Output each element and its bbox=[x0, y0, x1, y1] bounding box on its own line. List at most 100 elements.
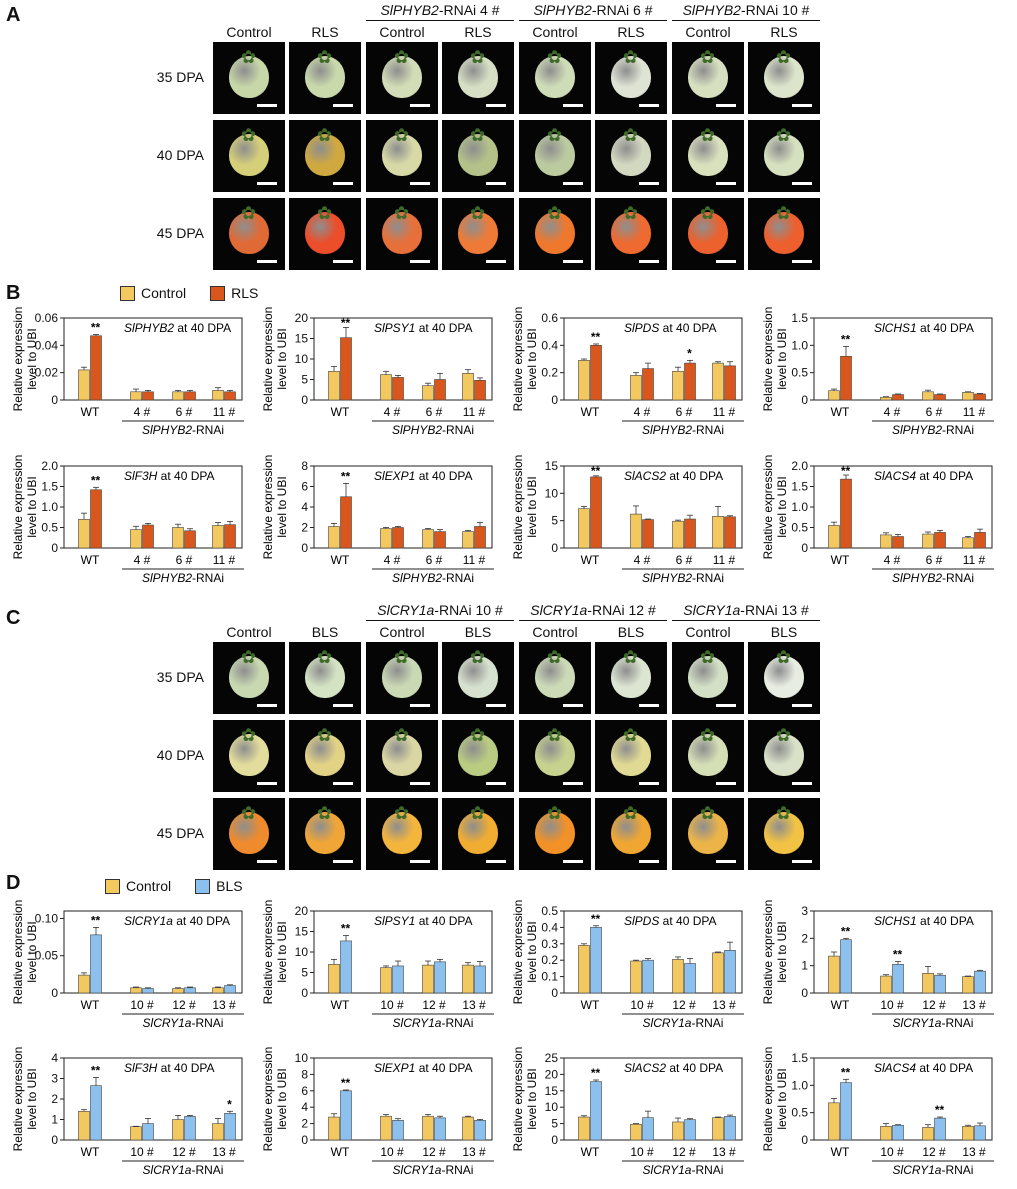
x-tick-label: 6 # bbox=[176, 405, 193, 419]
calyx-icon: ✿ bbox=[470, 647, 486, 667]
fruit-photo: ✿ bbox=[595, 798, 667, 870]
tomato-fruit bbox=[458, 212, 498, 254]
fruit-photo: ✿ bbox=[748, 120, 820, 192]
y-tick-label: 0.4 bbox=[541, 920, 558, 934]
y-axis-label-line: level to UBI bbox=[275, 921, 289, 982]
column-header: RLS bbox=[464, 24, 492, 40]
bar-control bbox=[578, 360, 590, 401]
chart-title-stage: at 40 DPA bbox=[415, 914, 472, 928]
x-tick-label: 10 # bbox=[880, 1145, 904, 1159]
genotype-group-header: SlCRY1a-RNAi 13 # bbox=[672, 602, 820, 621]
x-tick-label: 10 # bbox=[630, 998, 654, 1012]
panel-label-c: C bbox=[6, 607, 21, 629]
scale-bar bbox=[486, 104, 506, 107]
scale-bar bbox=[333, 860, 353, 863]
y-axis-label: Relative expression level to UBI bbox=[261, 1047, 289, 1152]
calyx-icon: ✿ bbox=[394, 47, 410, 67]
calyx-icon: ✿ bbox=[700, 47, 716, 67]
bar-chart: 0 2 4 6 8 10 Relative expression level to UBI Sl… bbox=[261, 1047, 494, 1177]
group-label-suffix: -RNAi bbox=[192, 423, 224, 437]
y-tick-label: 0.2 bbox=[541, 366, 558, 380]
bar-chart: 0 5 10 15 Relative expression level to UBI SlA… bbox=[511, 455, 744, 585]
y-axis-label-line: level to UBI bbox=[525, 921, 539, 982]
calyx-icon: ✿ bbox=[317, 203, 333, 223]
bar-control bbox=[328, 964, 340, 994]
y-axis-label-line: Relative expression bbox=[761, 1047, 775, 1152]
bar-treatment bbox=[934, 394, 946, 401]
x-tick-label: WT bbox=[581, 405, 600, 419]
bar-control bbox=[962, 392, 974, 401]
tomato-fruit bbox=[229, 812, 269, 854]
column-header: Control bbox=[685, 624, 731, 640]
scale-bar bbox=[257, 782, 277, 785]
calyx-icon: ✿ bbox=[776, 203, 792, 223]
scale-bar bbox=[716, 182, 736, 185]
bar-control bbox=[212, 525, 224, 549]
y-axis-label: Relative expression level to UBI bbox=[11, 455, 39, 560]
group-label-suffix: -RNAi bbox=[441, 1163, 473, 1177]
group-label-suffix: -RNAi bbox=[192, 571, 224, 585]
y-tick-label: 2 bbox=[801, 931, 808, 945]
significance-mark: ** bbox=[341, 1076, 351, 1090]
x-tick-label: 6 # bbox=[676, 553, 693, 567]
bar-control bbox=[828, 1102, 840, 1141]
y-tick-label: 0.5 bbox=[791, 521, 808, 535]
bar-treatment bbox=[892, 1124, 904, 1141]
y-axis-label-line: Relative expression bbox=[11, 455, 25, 560]
scale-bar bbox=[716, 704, 736, 707]
bar-control bbox=[212, 390, 224, 401]
bar-treatment bbox=[184, 1116, 196, 1141]
tomato-fruit bbox=[458, 656, 498, 698]
bar-control bbox=[880, 396, 892, 401]
bar-control bbox=[712, 1117, 724, 1141]
stage-row-label: 35 DPA bbox=[156, 69, 204, 85]
y-axis-label: Relative expression level to UBI bbox=[11, 307, 39, 412]
bar-treatment bbox=[474, 1120, 486, 1141]
calyx-icon: ✿ bbox=[317, 47, 333, 67]
calyx-icon: ✿ bbox=[547, 203, 563, 223]
group-label: SlPHYB2-RNAi bbox=[642, 423, 724, 437]
y-tick-label: 10 bbox=[295, 1051, 309, 1065]
x-tick-label: 10 # bbox=[130, 1145, 154, 1159]
chart-title-stage: at 40 DPA bbox=[659, 321, 716, 335]
scale-bar bbox=[486, 860, 506, 863]
significance-mark: ** bbox=[841, 1065, 851, 1079]
bar-control bbox=[828, 390, 840, 401]
bar-control bbox=[172, 527, 184, 549]
calyx-icon: ✿ bbox=[776, 803, 792, 823]
bar-control bbox=[78, 369, 90, 401]
y-tick-label: 1.0 bbox=[791, 338, 808, 352]
bar-treatment bbox=[724, 365, 736, 401]
bar-control bbox=[630, 375, 642, 401]
y-tick-label: 20 bbox=[295, 904, 309, 918]
y-axis-label-line: level to UBI bbox=[775, 476, 789, 537]
bar-treatment bbox=[684, 963, 696, 994]
y-tick-label: 4 bbox=[301, 500, 308, 514]
calyx-icon: ✿ bbox=[623, 725, 639, 745]
calyx-icon: ✿ bbox=[700, 725, 716, 745]
scale-bar bbox=[563, 182, 583, 185]
chart-title-gene: SlPSY1 bbox=[374, 321, 415, 335]
y-tick-label: 0.5 bbox=[541, 904, 558, 918]
bar-control bbox=[422, 1115, 434, 1141]
y-tick-label: 0.06 bbox=[35, 311, 59, 325]
y-axis-label-line: Relative expression bbox=[261, 307, 275, 412]
x-tick-label: 11 # bbox=[963, 405, 986, 419]
calyx-icon: ✿ bbox=[700, 203, 716, 223]
tomato-fruit bbox=[688, 134, 728, 176]
y-axis-label-line: level to UBI bbox=[25, 1068, 39, 1129]
bar-treatment bbox=[642, 519, 654, 549]
y-axis-label-line: Relative expression bbox=[11, 900, 25, 1005]
tomato-fruit bbox=[611, 56, 651, 98]
bar-control bbox=[212, 987, 224, 994]
chart-title: SlPSY1 at 40 DPA bbox=[374, 321, 473, 335]
bar-control bbox=[922, 391, 934, 401]
y-axis-label-line: level to UBI bbox=[525, 476, 539, 537]
calyx-icon: ✿ bbox=[470, 47, 486, 67]
group-label-gene: SlPHYB2 bbox=[642, 423, 692, 437]
chart-title: SlEXP1 at 40 DPA bbox=[374, 469, 473, 483]
significance-mark: ** bbox=[591, 464, 601, 478]
bar-treatment bbox=[434, 961, 446, 994]
y-tick-label: 3 bbox=[51, 1072, 58, 1086]
